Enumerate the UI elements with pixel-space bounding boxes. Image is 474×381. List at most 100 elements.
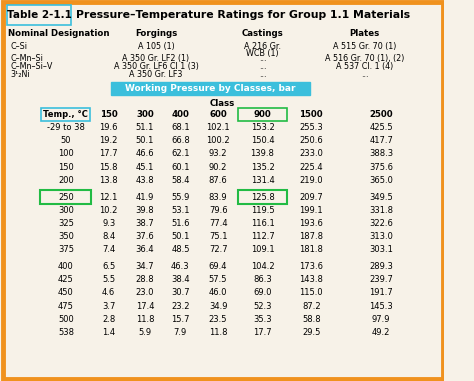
Text: Forgings: Forgings: [135, 29, 177, 37]
Text: Temp., °C: Temp., °C: [44, 110, 88, 119]
Text: 100: 100: [58, 149, 74, 158]
Text: 12.1: 12.1: [100, 193, 118, 202]
Text: 49.2: 49.2: [372, 328, 391, 337]
Text: 10.2: 10.2: [100, 206, 118, 215]
Text: 388.3: 388.3: [369, 149, 393, 158]
Text: 50: 50: [61, 136, 71, 145]
Text: 45.1: 45.1: [136, 163, 154, 172]
Text: ...: ...: [361, 69, 368, 78]
Text: 11.8: 11.8: [136, 315, 154, 324]
Text: 100.2: 100.2: [206, 136, 230, 145]
Text: 325: 325: [58, 219, 74, 228]
Text: 7.4: 7.4: [102, 245, 115, 255]
Text: 900: 900: [254, 110, 272, 119]
Text: 3¹₂Ni: 3¹₂Ni: [10, 69, 30, 78]
Text: 1.4: 1.4: [102, 328, 115, 337]
Text: 50.1: 50.1: [171, 232, 190, 241]
Text: 53.1: 53.1: [171, 206, 190, 215]
Text: 475: 475: [58, 302, 74, 311]
Text: 46.6: 46.6: [136, 149, 154, 158]
Text: 538: 538: [58, 328, 74, 337]
Text: 219.0: 219.0: [300, 176, 323, 185]
Text: Pressure–Temperature Ratings for Group 1.1 Materials: Pressure–Temperature Ratings for Group 1…: [76, 10, 410, 20]
Text: 119.5: 119.5: [251, 206, 274, 215]
Text: 62.1: 62.1: [171, 149, 190, 158]
Text: 6.5: 6.5: [102, 262, 115, 271]
Text: 365.0: 365.0: [369, 176, 393, 185]
Text: 23.5: 23.5: [209, 315, 228, 324]
Text: 46.0: 46.0: [209, 288, 228, 298]
Text: 400: 400: [172, 110, 189, 119]
Text: 8.4: 8.4: [102, 232, 115, 241]
Text: 200: 200: [58, 176, 74, 185]
Text: 17.7: 17.7: [253, 328, 272, 337]
Text: 199.1: 199.1: [300, 206, 323, 215]
Bar: [238, 108, 287, 121]
Text: 9.3: 9.3: [102, 219, 115, 228]
Text: 19.6: 19.6: [100, 123, 118, 132]
Text: 181.8: 181.8: [300, 245, 323, 255]
Text: 60.1: 60.1: [171, 163, 190, 172]
Text: 34.9: 34.9: [209, 302, 228, 311]
Text: ...: ...: [259, 61, 266, 70]
Text: 58.8: 58.8: [302, 315, 320, 324]
Bar: [237, 190, 287, 204]
Text: 300: 300: [136, 110, 154, 119]
Text: 250: 250: [58, 193, 74, 202]
Text: Nominal Designation: Nominal Designation: [8, 29, 109, 37]
Text: 313.0: 313.0: [369, 232, 393, 241]
Text: 143.8: 143.8: [300, 275, 323, 284]
Text: 125.8: 125.8: [251, 193, 274, 202]
Text: 37.6: 37.6: [136, 232, 154, 241]
Text: 52.3: 52.3: [253, 302, 272, 311]
Text: 55.9: 55.9: [171, 193, 190, 202]
Text: ...: ...: [259, 69, 266, 78]
Text: 349.5: 349.5: [369, 193, 393, 202]
Text: 7.9: 7.9: [174, 328, 187, 337]
Text: 77.4: 77.4: [209, 219, 228, 228]
Text: 19.2: 19.2: [100, 136, 118, 145]
Text: 131.4: 131.4: [251, 176, 274, 185]
Bar: [40, 190, 91, 204]
Text: ...: ...: [259, 53, 266, 62]
Text: 102.1: 102.1: [206, 123, 230, 132]
Text: A 216 Gr.: A 216 Gr.: [244, 42, 281, 51]
Bar: [41, 108, 91, 121]
Text: 187.8: 187.8: [299, 232, 323, 241]
Text: 225.4: 225.4: [300, 163, 323, 172]
Text: 23.2: 23.2: [171, 302, 190, 311]
Text: 5.5: 5.5: [102, 275, 115, 284]
Text: 50.1: 50.1: [136, 136, 154, 145]
Text: 153.2: 153.2: [251, 123, 274, 132]
Text: 79.6: 79.6: [209, 206, 228, 215]
Text: 87.6: 87.6: [209, 176, 228, 185]
Text: 51.1: 51.1: [136, 123, 154, 132]
Text: 139.8: 139.8: [251, 149, 274, 158]
Text: 66.8: 66.8: [171, 136, 190, 145]
Text: 87.2: 87.2: [302, 302, 320, 311]
Text: 450: 450: [58, 288, 74, 298]
Text: 72.7: 72.7: [209, 245, 228, 255]
Text: 2500: 2500: [369, 110, 393, 119]
Text: 69.4: 69.4: [209, 262, 228, 271]
Text: 43.8: 43.8: [136, 176, 154, 185]
Text: 250.6: 250.6: [300, 136, 323, 145]
Text: 29.5: 29.5: [302, 328, 320, 337]
Text: 58.4: 58.4: [171, 176, 190, 185]
Text: 83.9: 83.9: [209, 193, 228, 202]
Text: 193.6: 193.6: [300, 219, 323, 228]
Text: 303.1: 303.1: [369, 245, 393, 255]
Text: A 350 Gr. LF3: A 350 Gr. LF3: [129, 69, 182, 78]
Text: 86.3: 86.3: [253, 275, 272, 284]
Text: 375: 375: [58, 245, 74, 255]
Text: 500: 500: [58, 315, 74, 324]
Text: 15.8: 15.8: [100, 163, 118, 172]
Text: 13.8: 13.8: [100, 176, 118, 185]
Text: Plates: Plates: [349, 29, 380, 37]
Text: A 350 Gr. LF2 (1): A 350 Gr. LF2 (1): [122, 53, 190, 62]
Text: 93.2: 93.2: [209, 149, 228, 158]
Text: 30.7: 30.7: [171, 288, 190, 298]
Text: 28.8: 28.8: [136, 275, 154, 284]
Text: 209.7: 209.7: [300, 193, 323, 202]
Text: 1500: 1500: [300, 110, 323, 119]
